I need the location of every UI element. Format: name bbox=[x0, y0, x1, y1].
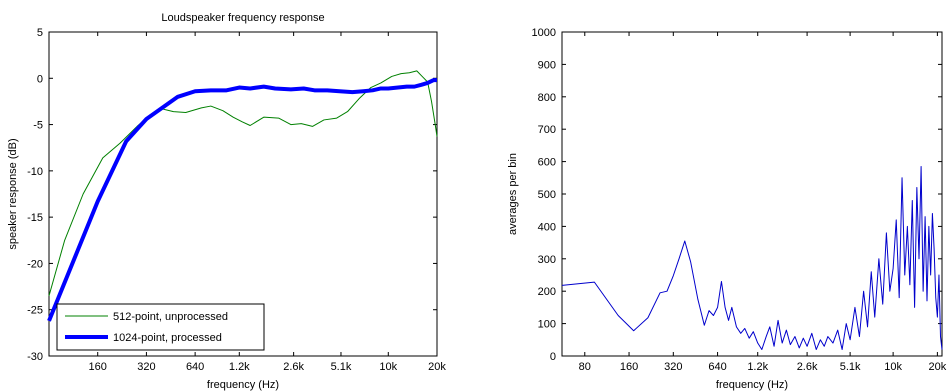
left-chart-title: Loudspeaker frequency response bbox=[161, 12, 324, 24]
left-y-axis-label: speaker response (dB) bbox=[7, 138, 19, 249]
y-tick-label: -30 bbox=[27, 351, 43, 363]
x-tick-label: 160 bbox=[89, 361, 107, 373]
left-axis-ticks: 160 320 640 1.2k 2.6k 5.1k 10k 20k 5 0 -5 -10 -15 -20… bbox=[27, 27, 446, 373]
right-axis-ticks: 80 160 320 640 1.2k 2.6k 5.1k 10k 20k 0 100 200 300 4… bbox=[532, 27, 947, 373]
right-series-group bbox=[561, 165, 943, 351]
right-x-axis-label: frequency (Hz) bbox=[716, 379, 788, 391]
x-tick-label: 160 bbox=[620, 361, 638, 373]
y-tick-label: 300 bbox=[538, 254, 556, 266]
y-tick-label: -5 bbox=[33, 120, 43, 132]
right-chart: frequency (Hz) averages per bin 80 160 320… bbox=[507, 27, 947, 391]
x-tick-label: 2.6k bbox=[283, 361, 304, 373]
right-y-axis-label: averages per bin bbox=[507, 153, 519, 235]
legend-label-512: 512-point, unprocessed bbox=[113, 311, 228, 323]
left-series-group bbox=[47, 70, 438, 322]
y-tick-label: 800 bbox=[538, 92, 556, 104]
y-tick-label: 400 bbox=[538, 221, 556, 233]
series-line-averages-per-bin bbox=[561, 165, 943, 351]
y-tick-label: 900 bbox=[538, 59, 556, 71]
y-tick-label: -15 bbox=[27, 212, 43, 224]
x-tick-label: 640 bbox=[708, 361, 726, 373]
x-tick-label: 20k bbox=[929, 361, 947, 373]
y-tick-label: -25 bbox=[27, 305, 43, 317]
x-tick-label: 80 bbox=[579, 361, 591, 373]
x-tick-label: 5.1k bbox=[840, 361, 861, 373]
x-tick-label: 320 bbox=[664, 361, 682, 373]
x-tick-label: 1.2k bbox=[229, 361, 250, 373]
x-tick-label: 10k bbox=[884, 361, 902, 373]
y-tick-label: 500 bbox=[538, 189, 556, 201]
legend-label-1024: 1024-point, processed bbox=[113, 332, 222, 344]
y-tick-label: 100 bbox=[538, 319, 556, 331]
y-tick-label: 0 bbox=[550, 351, 556, 363]
y-tick-label: 0 bbox=[37, 73, 43, 85]
x-tick-label: 20k bbox=[428, 361, 446, 373]
x-tick-label: 5.1k bbox=[331, 361, 352, 373]
left-chart: Loudspeaker frequency response frequency… bbox=[7, 12, 446, 391]
y-tick-label: -20 bbox=[27, 258, 43, 270]
series-line-1024-point-processed bbox=[47, 78, 437, 322]
y-tick-label: 1000 bbox=[532, 27, 556, 39]
x-tick-label: 320 bbox=[137, 361, 155, 373]
left-legend: 512-point, unprocessed 1024-point, proce… bbox=[56, 303, 265, 351]
x-tick-label: 2.6k bbox=[797, 361, 818, 373]
right-plot-area bbox=[561, 31, 943, 357]
y-tick-label: 5 bbox=[37, 27, 43, 39]
x-tick-label: 10k bbox=[379, 361, 397, 373]
y-tick-label: 700 bbox=[538, 124, 556, 136]
y-tick-label: 200 bbox=[538, 286, 556, 298]
left-x-axis-label: frequency (Hz) bbox=[207, 379, 279, 391]
x-tick-label: 640 bbox=[186, 361, 204, 373]
y-tick-label: 600 bbox=[538, 157, 556, 169]
legend-box bbox=[56, 303, 265, 351]
x-tick-label: 1.2k bbox=[747, 361, 768, 373]
y-tick-label: -10 bbox=[27, 166, 43, 178]
